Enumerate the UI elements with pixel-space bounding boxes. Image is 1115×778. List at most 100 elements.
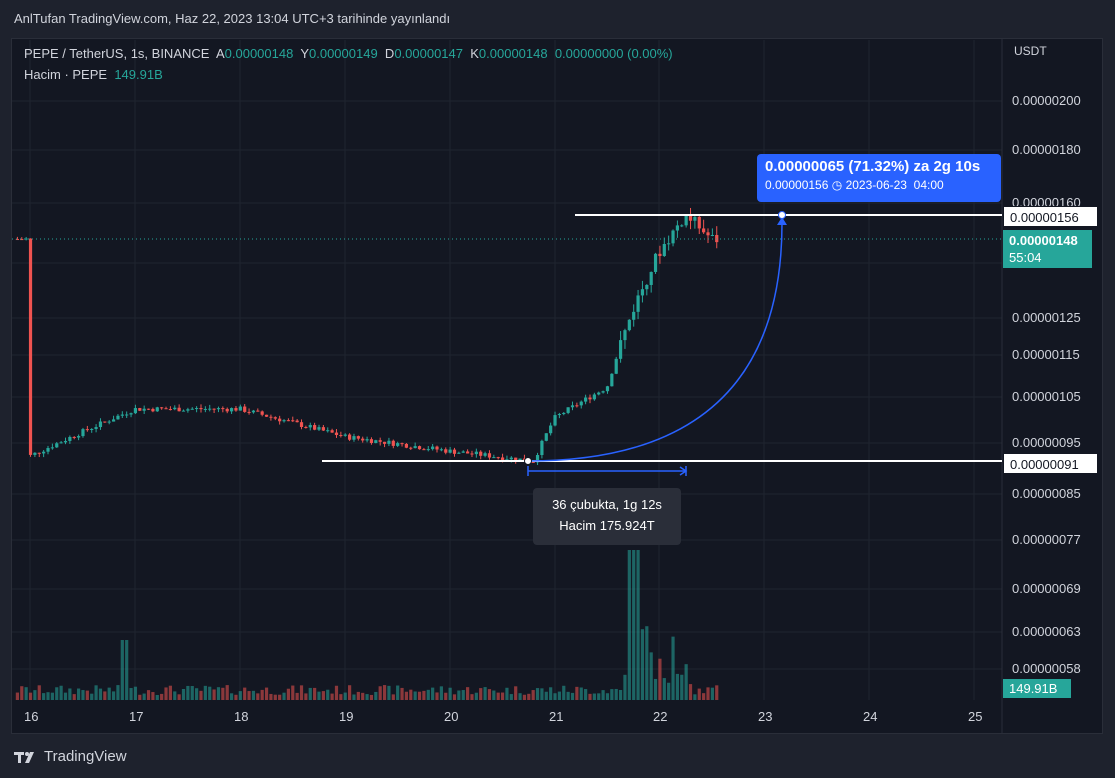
clock-icon: ◷ (831, 178, 843, 192)
volume-bar (24, 687, 28, 700)
projection-date: 2023-06-23 (845, 178, 907, 192)
volume-bar (588, 693, 592, 700)
candle-body (68, 436, 72, 441)
candle-body (627, 319, 631, 331)
volume-bar (68, 688, 72, 700)
candle-body (636, 295, 640, 312)
symbol-name[interactable]: PEPE / TetherUS, 1s, BINANCE (24, 46, 210, 61)
tradingview-brand[interactable]: TradingView (14, 748, 127, 765)
volume-bar (601, 690, 605, 700)
volume-bar (334, 685, 339, 700)
tradingview-logo-icon (14, 751, 34, 763)
currency-label[interactable]: USDT (1014, 44, 1047, 58)
volume-bar (579, 687, 583, 700)
volume-bar (562, 685, 566, 700)
volume-bar (317, 691, 321, 700)
volume-bar (299, 685, 304, 700)
volume-bar (448, 687, 452, 700)
volume-bar (413, 691, 417, 700)
candle-body (492, 457, 496, 459)
volume-bar (347, 685, 352, 700)
last-price-value: 0.00000148 (1009, 233, 1078, 248)
projection-target: 0.00000156 (765, 178, 829, 192)
candle-body (544, 433, 548, 441)
volume-tag: 149.91B (1003, 679, 1071, 698)
candle-body (592, 394, 596, 400)
volume-bar (212, 689, 216, 700)
candle-body (20, 239, 24, 241)
candle-body (238, 406, 242, 411)
volume-bar (247, 691, 251, 700)
volume-bar (225, 685, 229, 700)
volume-bar (98, 688, 103, 700)
volume-bar (330, 693, 334, 700)
volume-bar (710, 687, 714, 700)
projection-end-point (778, 211, 786, 219)
price-tick-label: 0.00000077 (1012, 532, 1081, 547)
volume-bar (326, 689, 330, 700)
candle-body (579, 401, 583, 406)
volume-bar (142, 693, 146, 700)
candle-body (186, 409, 190, 411)
volume-bar (623, 674, 627, 700)
candle-body (697, 216, 701, 229)
symbol-legend[interactable]: PEPE / TetherUS, 1s, BINANCE A0.00000148… (24, 46, 673, 61)
projection-label[interactable]: 0.00000065 (71.32%) za 2g 10s 0.00000156… (757, 154, 1001, 202)
publish-info: AnlTufan TradingView.com, Haz 22, 2023 1… (14, 11, 451, 26)
candle-body (426, 449, 430, 451)
projection-headline: 0.00000065 (71.32%) za 2g 10s (765, 158, 981, 175)
candle-body (518, 458, 522, 461)
price-tick-label: 0.00000058 (1012, 661, 1081, 676)
candle-body (409, 447, 413, 449)
candle-body (282, 420, 286, 422)
candle-body (37, 452, 41, 454)
candle-body (352, 436, 356, 440)
volume-bar (374, 691, 378, 700)
candle-body (181, 410, 186, 412)
candle-body (557, 414, 561, 416)
candle-body (133, 408, 138, 414)
time-tick-label: 17 (129, 709, 144, 724)
volume-bar (566, 691, 570, 700)
volume-bar (63, 692, 68, 700)
candle-body (509, 457, 513, 460)
candle-body (374, 440, 378, 443)
volume-bar (461, 690, 465, 700)
candle-body (710, 234, 714, 236)
candle-body (151, 408, 155, 412)
candle-body (640, 289, 645, 296)
candle-body (623, 330, 627, 341)
change-value: 0.00000000 (0.00%) (554, 46, 673, 61)
candle-body (85, 429, 89, 431)
candle-body (168, 409, 172, 411)
volume-bar (20, 686, 24, 700)
volume-bar (103, 691, 107, 700)
volume-bar (662, 678, 666, 700)
candle-body (55, 443, 59, 448)
date-range-tooltip: 36 çubukta, 1g 12s Hacim 175.924T (533, 488, 681, 545)
candle-body (597, 392, 601, 395)
price-tick-label: 0.00000095 (1012, 435, 1081, 450)
volume-bar (155, 694, 159, 700)
candle-body (50, 447, 54, 449)
candle-body (653, 253, 658, 272)
volume-bar (168, 685, 172, 700)
volume-bar (518, 693, 522, 700)
volume-legend[interactable]: Hacim · PEPE 149.91B (24, 67, 163, 82)
volume-bar (684, 664, 688, 700)
candle-body (461, 451, 465, 453)
volume-bar (483, 687, 487, 700)
volume-bar (160, 693, 164, 700)
brand-name: TradingView (44, 748, 127, 765)
candle-body (299, 422, 304, 428)
candle-body (693, 216, 697, 221)
candle-body (601, 391, 605, 393)
candle-body (457, 452, 461, 454)
candle-body (448, 449, 452, 453)
close-key: K (470, 46, 479, 61)
volume-bar (396, 685, 400, 700)
upper-line-tag: 0.00000156 (1003, 206, 1098, 227)
volume-bar (522, 694, 527, 700)
candle-body (63, 440, 68, 443)
